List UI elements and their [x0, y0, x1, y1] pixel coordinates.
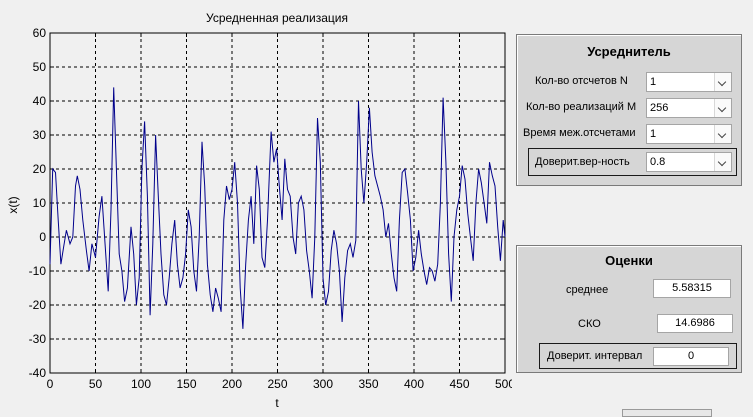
- y-tick-label: 60: [33, 26, 47, 40]
- x-tick-labels: 0 50 100 150 200 250 300 350 400 450 500: [47, 377, 512, 391]
- x-tick-label: 400: [404, 377, 424, 391]
- samples-count-label: Кол-во отсчетов N: [535, 75, 628, 87]
- y-tick-label: -20: [29, 298, 47, 312]
- y-tick-label: -10: [29, 264, 47, 278]
- y-axis-label: x(t): [6, 196, 20, 213]
- chevron-down-icon[interactable]: [714, 125, 731, 143]
- confidence-probability-label: Доверит.вер-ность: [535, 156, 630, 168]
- x-tick-label: 0: [47, 377, 54, 391]
- x-tick-label: 200: [222, 377, 242, 391]
- sko-label: СКО: [578, 318, 601, 330]
- partial-button[interactable]: [622, 409, 712, 417]
- confidence-probability-group: Доверит.вер-ность 0.8: [528, 148, 737, 176]
- chart-title: Усредненная реализация: [206, 11, 348, 25]
- plot-area: Усредненная реализация 60 50 40 30 20 10 0 -10-…: [6, 11, 512, 410]
- sample-interval-label: Время меж.отсчетами: [523, 127, 636, 139]
- x-tick-label: 50: [89, 377, 103, 391]
- x-tick-label: 250: [267, 377, 287, 391]
- y-tick-label: 20: [33, 162, 47, 176]
- y-tick-label: -30: [29, 332, 47, 346]
- sample-interval-value: 1: [650, 128, 657, 140]
- chevron-down-icon[interactable]: [714, 99, 731, 117]
- sample-interval-select[interactable]: 1: [646, 124, 732, 144]
- x-tick-label: 150: [176, 377, 196, 391]
- x-tick-label: 300: [313, 377, 333, 391]
- x-tick-label: 100: [131, 377, 151, 391]
- confidence-probability-value: 0.8: [650, 156, 666, 168]
- tick-marks: [49, 32, 506, 374]
- confidence-interval-label: Доверит. интервал: [547, 350, 643, 362]
- realizations-count-label: Кол-во реализаций M: [526, 101, 637, 113]
- confidence-interval-field[interactable]: 0: [653, 347, 729, 366]
- averager-panel: Усреднитель Кол-во отсчетов N 1 Кол-во р…: [516, 34, 742, 186]
- realizations-count-value: 256: [650, 102, 669, 114]
- x-axis-label: t: [275, 396, 279, 410]
- chart: Усредненная реализация 6050403020100-10-…: [6, 11, 512, 410]
- y-tick-labels: 60 50 40 30 20 10 0 -10 -20 -30 -40: [29, 26, 47, 380]
- averager-title: Усреднитель: [587, 44, 671, 59]
- grid: [50, 33, 505, 373]
- samples-count-select[interactable]: 1: [646, 72, 732, 92]
- x-tick-label: 350: [358, 377, 378, 391]
- chevron-down-icon[interactable]: [714, 153, 731, 171]
- y-tick-label: 50: [33, 60, 47, 74]
- samples-count-value: 1: [650, 76, 657, 88]
- mean-field[interactable]: 5.58315: [653, 279, 731, 298]
- series-line: [49, 87, 506, 329]
- y-tick-label: 40: [33, 94, 47, 108]
- sko-field[interactable]: 14.6986: [657, 314, 733, 333]
- x-tick-label: 500: [495, 377, 512, 391]
- realizations-count-select[interactable]: 256: [646, 98, 732, 118]
- confidence-probability-select[interactable]: 0.8: [646, 152, 732, 172]
- estimates-panel: Оценки среднее 5.58315 СКО 14.6986 Довер…: [516, 245, 742, 373]
- y-tick-label: -40: [29, 366, 47, 380]
- confidence-interval-group: Доверит. интервал 0: [539, 343, 737, 369]
- y-tick-label: 30: [33, 128, 47, 142]
- estimates-title: Оценки: [605, 253, 653, 268]
- chevron-down-icon[interactable]: [714, 73, 731, 91]
- y-tick-label: 0: [39, 230, 46, 244]
- y-tick-label: 10: [33, 196, 47, 210]
- mean-label: среднее: [566, 284, 609, 296]
- x-tick-label: 450: [449, 377, 469, 391]
